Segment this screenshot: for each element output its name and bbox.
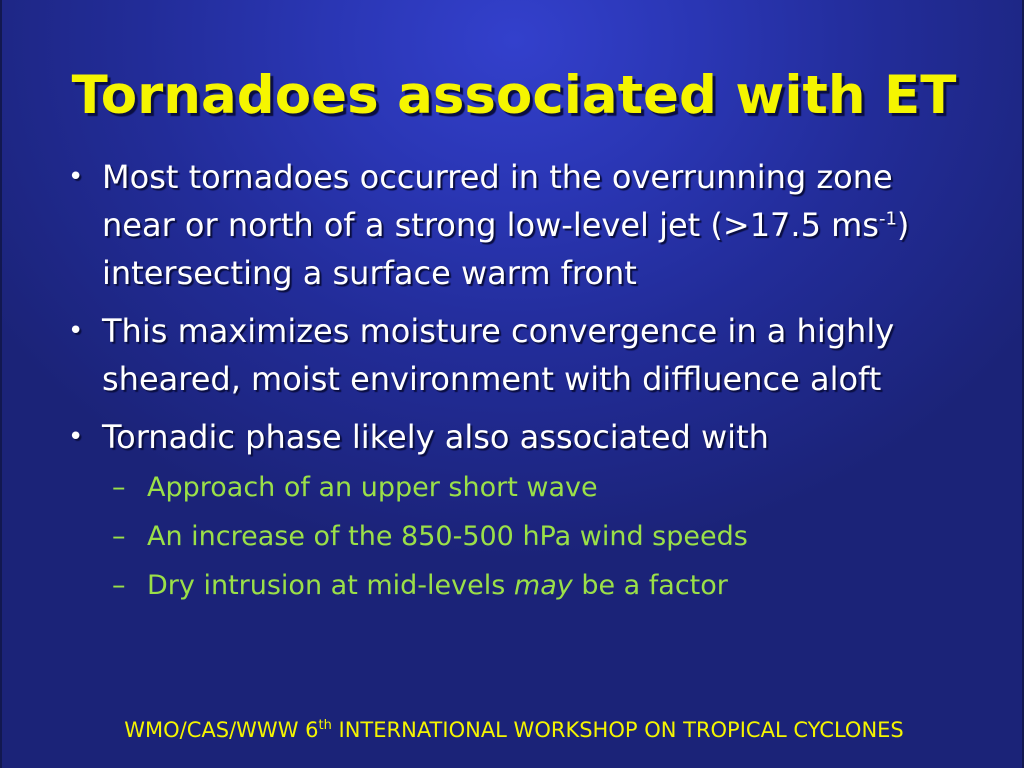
bullet-text-part: ) intersecting a surface warm front bbox=[102, 206, 910, 292]
bullet-marker: • bbox=[68, 422, 84, 452]
bullet-marker: • bbox=[68, 162, 84, 192]
sub-bullet-item-3: – Dry intrusion at mid-levels may be a f… bbox=[112, 561, 962, 610]
sub-bullet-item-2: – An increase of the 850-500 hPa wind sp… bbox=[112, 512, 962, 561]
sub-bullet-list: – Approach of an upper short wave – An i… bbox=[112, 463, 962, 610]
bullet-marker: • bbox=[68, 316, 84, 346]
bullet-text: This maximizes moisture convergence in a… bbox=[102, 312, 895, 398]
bullet-list: • Most tornadoes occurred in the overrun… bbox=[62, 153, 962, 610]
sub-bullet-item-1: – Approach of an upper short wave bbox=[112, 463, 962, 512]
footer-text-part: INTERNATIONAL WORKSHOP ON TROPICAL CYCLO… bbox=[331, 718, 904, 742]
footer-superscript: th bbox=[318, 718, 332, 733]
bullet-text-part: Most tornadoes occurred in the overrunni… bbox=[102, 158, 893, 244]
bullet-item-2: • This maximizes moisture convergence in… bbox=[62, 307, 962, 403]
footer-text-part: WMO/CAS/WWW 6 bbox=[124, 718, 319, 742]
bullet-text: Most tornadoes occurred in the overrunni… bbox=[102, 153, 962, 297]
bullet-text: Tornadic phase likely also associated wi… bbox=[102, 418, 769, 456]
sub-bullet-marker: – bbox=[112, 521, 126, 552]
emphasis-text: may bbox=[513, 570, 573, 601]
slide-footer: WMO/CAS/WWW 6th INTERNATIONAL WORKSHOP O… bbox=[2, 712, 1022, 748]
slide-title: Tornadoes associated with ET bbox=[71, 65, 957, 126]
bullet-item-3: • Tornadic phase likely also associated … bbox=[62, 413, 962, 461]
bullet-item-1: • Most tornadoes occurred in the overrun… bbox=[62, 153, 962, 297]
sub-bullet-text-part: be a factor bbox=[572, 570, 728, 601]
sub-bullet-text: Approach of an upper short wave bbox=[147, 472, 598, 503]
superscript: -1 bbox=[878, 208, 897, 230]
sub-bullet-marker: – bbox=[112, 472, 126, 503]
sub-bullet-text: Dry intrusion at mid-levels may be a fac… bbox=[147, 561, 728, 610]
sub-bullet-text: An increase of the 850-500 hPa wind spee… bbox=[147, 521, 748, 552]
sub-bullet-marker: – bbox=[112, 570, 126, 601]
sub-bullet-text-part: Dry intrusion at mid-levels bbox=[147, 570, 514, 601]
